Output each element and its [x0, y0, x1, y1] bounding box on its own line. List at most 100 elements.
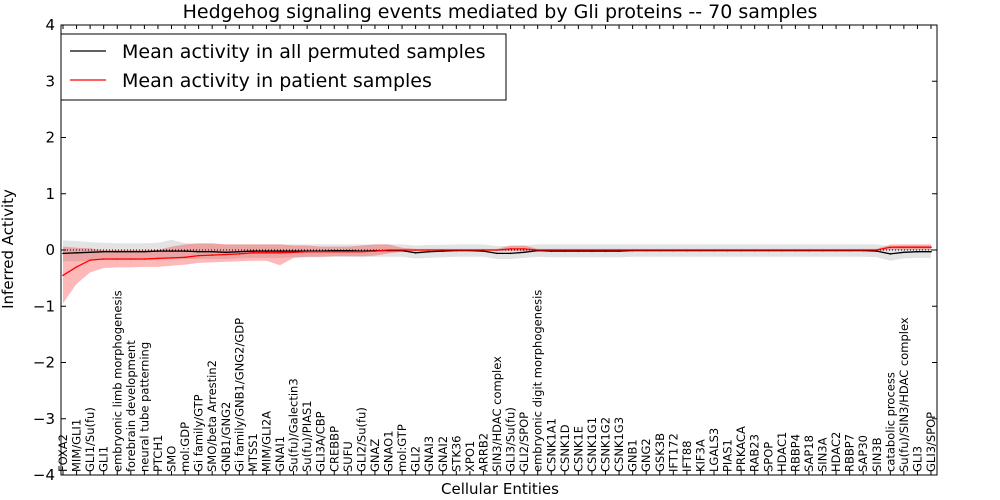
- x-tick-label: CSNK1G2: [599, 417, 613, 472]
- y-axis-label: Inferred Activity: [0, 189, 17, 309]
- data-point: [726, 249, 729, 251]
- x-tick-label: GNB1/GNG2: [219, 402, 233, 472]
- x-tick-label: IFT88: [680, 441, 694, 472]
- data-point: [197, 254, 200, 257]
- x-tick-label: embryonic digit morphogenesis: [531, 290, 545, 472]
- data-point: [808, 249, 810, 251]
- data-point: [224, 253, 227, 256]
- x-tick-label: SIN3B: [870, 437, 884, 472]
- data-point: [604, 250, 607, 252]
- data-point: [157, 257, 159, 260]
- x-tick-label: Su(fu)/SIN3/HDAC complex: [897, 317, 911, 472]
- data-point: [102, 250, 105, 253]
- data-point: [75, 252, 78, 254]
- data-point: [184, 250, 186, 252]
- data-point: [713, 249, 715, 251]
- y-tick-label: 1: [45, 185, 55, 203]
- data-point: [211, 250, 213, 253]
- data-point: [292, 250, 295, 252]
- data-point: [835, 249, 837, 251]
- x-tick-label: SMO: [165, 446, 179, 472]
- data-point: [496, 249, 498, 251]
- data-point: [428, 250, 430, 253]
- x-tick-label: GNG2: [639, 438, 653, 472]
- data-point: [455, 249, 458, 251]
- data-point: [279, 252, 281, 254]
- x-tick-label: XPO1: [463, 441, 477, 472]
- data-point: [794, 249, 797, 251]
- data-point: [564, 249, 566, 251]
- data-point: [591, 249, 593, 251]
- data-point: [102, 258, 105, 260]
- x-tick-label: STK36: [449, 436, 463, 473]
- x-tick-label: RAB23: [748, 434, 762, 472]
- data-point: [875, 249, 878, 251]
- data-point: [482, 250, 485, 252]
- data-point: [374, 250, 376, 252]
- y-tick-label: −3: [33, 410, 55, 428]
- x-tick-label: SIN3A: [816, 437, 830, 472]
- x-tick-label: KIF3A: [693, 439, 707, 472]
- x-tick-label: ARRB2: [476, 433, 490, 472]
- data-point: [157, 250, 159, 252]
- x-tick-label: GLI1: [97, 446, 111, 472]
- x-tick-label: mol:GTP: [395, 424, 409, 472]
- data-point: [821, 249, 824, 251]
- data-point: [401, 249, 403, 251]
- data-point: [238, 253, 241, 255]
- x-tick-label: GSK3B: [653, 433, 667, 472]
- data-point: [62, 252, 64, 255]
- x-tick-label: RBBP7: [843, 434, 857, 472]
- x-tick-label: Gi family/GTP: [192, 394, 206, 472]
- x-tick-label: IFT172: [666, 433, 680, 472]
- data-point: [441, 250, 444, 252]
- data-point: [347, 249, 349, 252]
- legend-patient-label: Mean activity in patient samples: [122, 70, 432, 92]
- data-point: [387, 249, 390, 251]
- data-point: [523, 248, 525, 250]
- chart-title: Hedgehog signaling events mediated by Gl…: [183, 1, 818, 23]
- data-point: [753, 249, 756, 251]
- data-point: [333, 249, 336, 252]
- x-axis-label: Cellular Entities: [441, 480, 559, 498]
- data-point: [116, 258, 119, 260]
- data-point: [577, 249, 580, 251]
- data-point: [265, 250, 268, 252]
- data-point: [143, 250, 146, 253]
- x-tick-label: GNAZ: [368, 439, 382, 472]
- data-point: [130, 250, 132, 253]
- data-point: [631, 249, 634, 251]
- data-point: [848, 249, 851, 251]
- data-point: [360, 250, 363, 253]
- data-point: [781, 249, 783, 251]
- x-tick-label: GNAI2: [436, 436, 450, 472]
- x-tick-label: SMO/beta Arrestin2: [205, 360, 219, 472]
- x-tick-label: CSNK1D: [558, 424, 572, 472]
- data-point: [170, 250, 173, 252]
- x-tick-label: embryonic limb morphogenesis: [110, 290, 124, 472]
- x-tick-label: GNAI3: [422, 436, 436, 472]
- x-tick-label: SIN3/HDAC complex: [490, 356, 504, 472]
- y-tick-label: 4: [45, 16, 55, 34]
- legend: Mean activity in all permuted samples Me…: [60, 33, 507, 101]
- data-point: [903, 246, 905, 248]
- data-point: [252, 252, 254, 254]
- data-point: [889, 253, 892, 255]
- x-tick-label: GNAO1: [382, 430, 396, 472]
- data-point: [699, 249, 702, 251]
- data-point: [523, 251, 525, 254]
- x-tick-label: MIM/GLI2A: [259, 411, 273, 472]
- x-tick-label: SUFU: [341, 441, 355, 472]
- data-point: [469, 249, 471, 251]
- data-point: [930, 246, 932, 248]
- data-point: [564, 250, 566, 252]
- data-point: [211, 254, 213, 256]
- data-point: [550, 250, 553, 252]
- data-point: [252, 250, 254, 252]
- data-point: [916, 250, 919, 253]
- x-tick-label: GLI3A/CBP: [314, 411, 328, 472]
- data-point: [441, 249, 444, 251]
- data-point: [604, 249, 607, 251]
- x-tick-label: Su(fu)/PIAS1: [300, 400, 314, 472]
- data-point: [414, 249, 417, 251]
